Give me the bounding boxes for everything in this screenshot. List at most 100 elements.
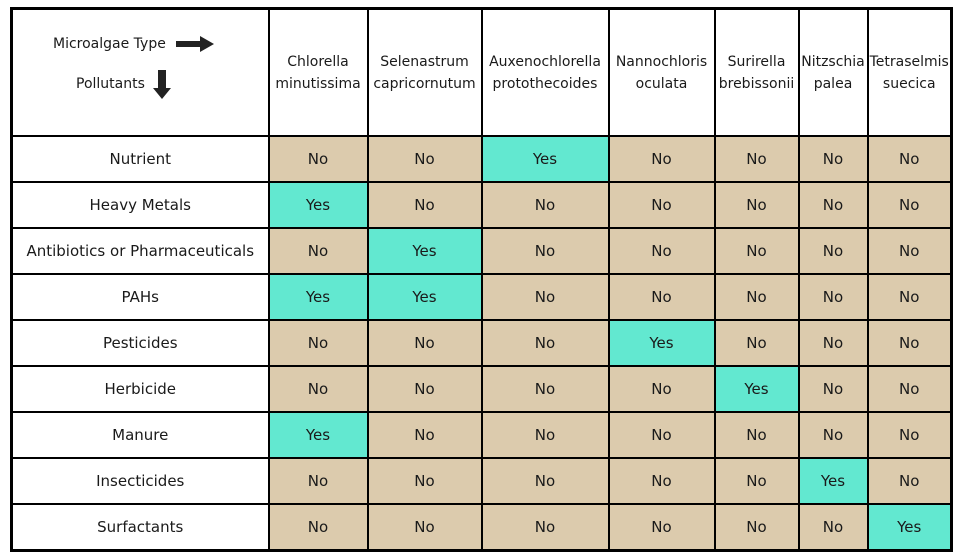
table-cell: No [480, 503, 610, 552]
table-cell: No [480, 319, 610, 367]
table-cell: No [713, 457, 800, 505]
table-cell: No [866, 135, 953, 183]
table: Microalgae Type Pollutants Chlorella minu… [10, 7, 953, 552]
arrow-down [152, 69, 171, 99]
table-row: PAHs Yes Yes No No No No No [10, 273, 953, 321]
column-header-line: Auxenochlorella [489, 53, 601, 70]
table-cell: No [480, 365, 610, 413]
table-cell: No [866, 457, 953, 505]
table-cell: No [866, 411, 953, 459]
table-cell: No [607, 503, 716, 552]
table-cell: No [267, 457, 369, 505]
table-cell: No [713, 319, 800, 367]
column-header-line: suecica [882, 75, 936, 92]
column-header: Chlorella minutissima [267, 7, 369, 137]
column-header: Nannochloris oculata [607, 7, 716, 137]
table-cell: No [607, 411, 716, 459]
table-cell: No [366, 181, 483, 229]
table-cell: No [713, 503, 800, 552]
column-header-line: oculata [635, 75, 688, 92]
table-cell: No [607, 227, 716, 275]
row-label: Nutrient [10, 135, 270, 183]
table-cell: No [713, 227, 800, 275]
table-cell: No [480, 227, 610, 275]
table-cell: No [797, 411, 869, 459]
table-row: Herbicide No No No No Yes No No [10, 365, 953, 413]
column-header: Tetraselmis suecica [866, 7, 953, 137]
table-cell: Yes [607, 319, 716, 367]
table-cell: No [713, 411, 800, 459]
row-label: Manure [10, 411, 270, 459]
table-cell: No [866, 273, 953, 321]
table-cell: No [366, 365, 483, 413]
table-cell: No [866, 319, 953, 367]
table-cell: No [797, 319, 869, 367]
table-row: Pesticides No No No Yes No No No [10, 319, 953, 367]
column-header: Surirella brebissonii [713, 7, 800, 137]
table-cell: No [366, 503, 483, 552]
table-cell: No [267, 365, 369, 413]
corner-column-label: Microalgae Type [53, 35, 166, 52]
column-header-line: palea [813, 75, 853, 92]
table-cell: No [797, 227, 869, 275]
table-cell: No [797, 273, 869, 321]
table-row: Antibiotics or Pharmaceuticals No Yes No No N… [10, 227, 953, 275]
table-cell: No [366, 411, 483, 459]
row-label: Herbicide [10, 365, 270, 413]
corner-row-label: Pollutants [76, 75, 145, 92]
table-cell: No [797, 503, 869, 552]
table-cell: No [797, 181, 869, 229]
column-header-line: Chlorella [287, 53, 349, 70]
table-cell: Yes [366, 273, 483, 321]
table-cell: No [267, 503, 369, 552]
table-cell: Yes [797, 457, 869, 505]
arrow-right [175, 35, 214, 52]
table-cell: Yes [480, 135, 610, 183]
table-cell: No [866, 365, 953, 413]
table-cell: Yes [267, 411, 369, 459]
table-row: Manure Yes No No No No No No [10, 411, 953, 459]
table-cell: No [267, 319, 369, 367]
column-header-line: protothecoides [492, 75, 598, 92]
table-cell: No [607, 273, 716, 321]
column-header-line: Nannochloris [615, 53, 708, 70]
table-cell: No [480, 457, 610, 505]
row-label: Pesticides [10, 319, 270, 367]
column-header-line: brebissonii [718, 75, 795, 92]
column-header-line: minutissima [275, 75, 361, 92]
table-cell: Yes [713, 365, 800, 413]
table-cell: No [607, 457, 716, 505]
table-cell: Yes [267, 273, 369, 321]
table-row: Nutrient No No Yes No No No No [10, 135, 953, 183]
corner-column: Microalgae Type [13, 29, 268, 59]
table-cell: No [480, 181, 610, 229]
table-cell: No [607, 181, 716, 229]
column-header-line: Nitzschia [801, 53, 865, 70]
corner-cell: Microalgae Type Pollutants [10, 7, 270, 137]
table-cell: Yes [866, 503, 953, 552]
table-cell: No [480, 411, 610, 459]
table-cell: No [607, 365, 716, 413]
row-label: Surfactants [10, 503, 270, 552]
table-cell: Yes [267, 181, 369, 229]
table-cell: No [607, 135, 716, 183]
row-label: Antibiotics or Pharmaceuticals [10, 227, 270, 275]
row-label: PAHs [10, 273, 270, 321]
table-row: Surfactants No No No No No No Yes [10, 503, 953, 552]
table-row: Heavy Metals Yes No No No No No No [10, 181, 953, 229]
header-row: Microalgae Type Pollutants Chlorella minu… [10, 7, 953, 137]
column-header: Selenastrum capricornutum [366, 7, 483, 137]
table-cell: No [797, 365, 869, 413]
row-label: Insecticides [10, 457, 270, 505]
table-cell: No [366, 457, 483, 505]
table-cell: No [267, 227, 369, 275]
column-header-line: capricornutum [373, 75, 476, 92]
table-cell: No [366, 135, 483, 183]
column-header-line: Surirella [727, 53, 786, 70]
table-cell: No [267, 135, 369, 183]
table-cell: No [480, 273, 610, 321]
column-header: Nitzschia palea [797, 7, 869, 137]
column-header: Auxenochlorella protothecoides [480, 7, 610, 137]
table-cell: Yes [366, 227, 483, 275]
